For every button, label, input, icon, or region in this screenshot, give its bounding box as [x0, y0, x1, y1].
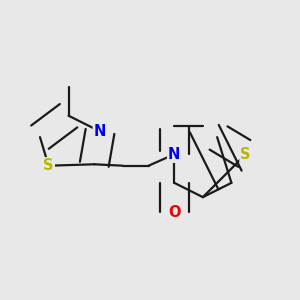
Text: N: N [168, 147, 181, 162]
Text: S: S [241, 147, 251, 162]
Text: S: S [43, 158, 54, 173]
Text: O: O [168, 205, 181, 220]
Text: N: N [94, 124, 106, 139]
